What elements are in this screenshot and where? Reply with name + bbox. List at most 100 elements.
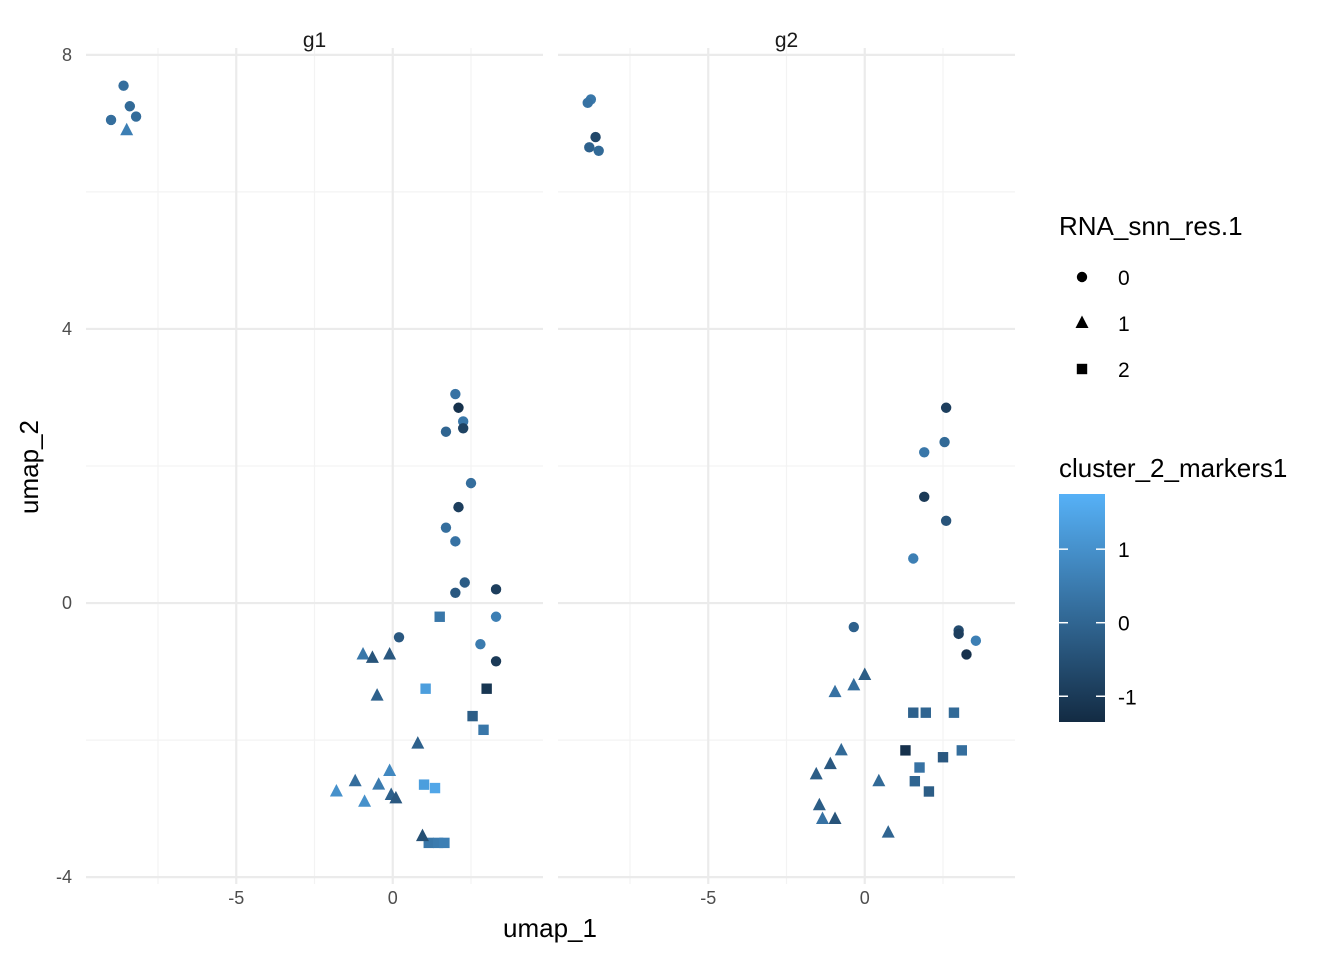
data-point: [453, 501, 464, 513]
data-point: [465, 477, 477, 489]
facet-panels: g1 -5 0 g2 -5 0: [86, 29, 1015, 908]
data-point: [415, 828, 429, 842]
data-point: [590, 131, 601, 143]
colorbar-tick-label: -1: [1118, 686, 1137, 709]
x-tick-label: 0: [860, 888, 870, 908]
data-point: [118, 80, 129, 91]
data-point: [490, 611, 502, 622]
y-tick-label: 4: [62, 319, 72, 339]
data-point: [815, 811, 829, 824]
x-tick-label: 0: [388, 888, 398, 908]
data-point: [440, 522, 452, 533]
legend-key-shape: [1076, 363, 1088, 375]
data-point: [418, 779, 430, 790]
data-point: [847, 677, 861, 691]
data-point: [329, 784, 343, 797]
data-point: [848, 621, 859, 633]
data-point: [440, 426, 452, 437]
data-point: [939, 436, 950, 448]
data-point: [372, 777, 386, 790]
data-point: [459, 577, 470, 588]
colorbar: [1059, 494, 1105, 722]
legend-key-label: 0: [1118, 267, 1130, 290]
data-point: [478, 724, 489, 736]
data-point: [356, 647, 370, 660]
data-point: [423, 837, 434, 849]
data-point: [434, 611, 445, 622]
data-point: [920, 707, 931, 718]
data-point: [450, 587, 461, 598]
data-point: [908, 707, 919, 718]
data-point: [120, 122, 134, 136]
data-point: [919, 491, 930, 503]
data-point: [450, 536, 461, 547]
data-point: [481, 683, 492, 694]
data-point: [439, 837, 450, 849]
data-point: [881, 825, 895, 838]
data-point: [582, 97, 593, 109]
data-point: [956, 745, 967, 756]
data-point: [450, 388, 461, 400]
data-point: [370, 688, 384, 701]
data-point: [940, 515, 952, 527]
data-point: [900, 745, 911, 756]
legend-key-shape: [1075, 315, 1089, 329]
data-point: [124, 101, 136, 112]
data-point: [828, 811, 842, 824]
colorbar-ticks: 1 0 -1: [1059, 539, 1137, 709]
data-point: [130, 111, 142, 122]
data-point: [389, 790, 403, 804]
colorbar-tick-label: 1: [1118, 539, 1130, 562]
color-legend: cluster_2_markers1 1 0 -1: [1059, 453, 1287, 722]
data-point: [828, 684, 842, 698]
data-point: [432, 837, 444, 849]
data-point: [584, 142, 595, 153]
legend-key-label: 2: [1118, 359, 1130, 382]
colorbar-tick-label: 0: [1118, 613, 1130, 636]
data-point: [348, 773, 362, 787]
data-point: [914, 762, 925, 773]
data-point: [467, 710, 478, 722]
facet-panel-g2: g2 -5 0: [558, 29, 1015, 908]
facet-panel-g1: g1 -5 0: [86, 29, 543, 908]
y-axis: -4 0 4 8: [56, 45, 72, 887]
shape-legend-title: RNA_snn_res.1: [1059, 211, 1243, 241]
y-axis-title: umap_2: [14, 420, 44, 514]
data-point: [961, 649, 972, 660]
x-tick-label: -5: [700, 888, 716, 908]
data-point: [358, 794, 372, 807]
facet-strip-label: g2: [775, 29, 798, 52]
shape-legend-keys: 0 1 2: [1075, 267, 1130, 382]
data-point: [809, 766, 823, 780]
data-point: [383, 647, 397, 660]
data-point: [953, 628, 964, 640]
data-point: [970, 635, 982, 646]
data-point: [909, 776, 921, 787]
data-point: [490, 584, 502, 595]
shape-legend: RNA_snn_res.1 0 1 2: [1059, 211, 1243, 382]
data-point: [475, 638, 486, 650]
data-point: [948, 707, 960, 718]
data-point: [365, 650, 379, 663]
legend-key-label: 1: [1118, 313, 1130, 336]
data-point: [923, 786, 935, 797]
data-point: [919, 447, 930, 458]
data-point: [858, 667, 872, 681]
data-point: [812, 797, 826, 811]
data-point: [940, 402, 952, 413]
data-point: [453, 402, 464, 413]
data-point: [105, 114, 117, 126]
data-point: [420, 683, 431, 694]
data-point: [411, 736, 425, 749]
data-point: [429, 782, 441, 794]
data-point: [908, 553, 919, 564]
x-axis-title: umap_1: [503, 913, 597, 943]
data-point: [937, 752, 949, 763]
data-point: [383, 763, 397, 776]
data-point: [834, 742, 848, 756]
data-point: [872, 773, 886, 787]
legend-key-shape: [1076, 271, 1088, 283]
data-point: [823, 756, 837, 770]
x-tick-label: -5: [228, 888, 244, 908]
